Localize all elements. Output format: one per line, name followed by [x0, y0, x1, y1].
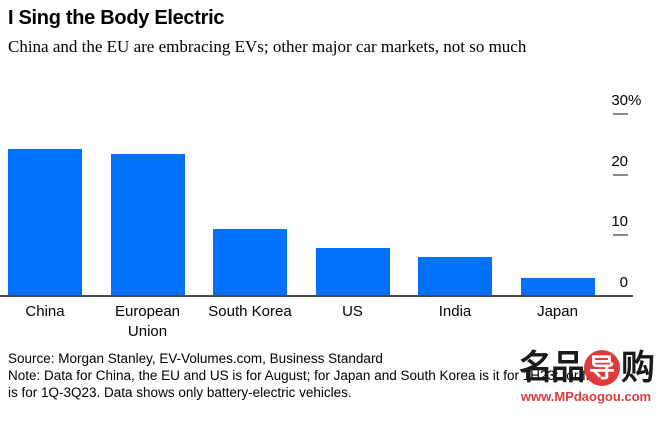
watermark-logo-circle: 导 [584, 350, 620, 386]
y-tick-label: 20 [611, 152, 628, 170]
bar-china [8, 149, 82, 296]
plot-area [8, 95, 596, 296]
watermark-url: www.MPdaogou.com [520, 389, 652, 404]
note-line-1: Note: Data for China, the EU and US is f… [8, 368, 612, 384]
source-line: Source: Morgan Stanley, EV-Volumes.com, … [8, 351, 383, 366]
bar-european-union [110, 153, 185, 296]
bar-india [418, 256, 492, 296]
watermark-logo-chars-left: 名品 [519, 349, 585, 387]
bar-japan [520, 278, 595, 296]
y-tick-label: 30% [611, 92, 642, 110]
note-line-2: is for 1Q-3Q23. Data shows only battery-… [8, 385, 352, 401]
x-label-us: US [342, 303, 363, 320]
x-label-india: India [438, 303, 472, 320]
watermark-logo-chars-right: 购 [621, 349, 655, 387]
chart-title: I Sing the Body Electric [8, 7, 225, 29]
y-tick-mark [613, 113, 628, 116]
bar-us [315, 247, 390, 296]
x-label-south-korea: South Korea [208, 303, 292, 320]
watermark: 名品 导 购 www.MPdaogou.com [512, 348, 660, 404]
watermark-logo: 名品 导 购 [512, 348, 660, 388]
x-label-japan: Japan [537, 303, 578, 320]
y-tick-mark [613, 173, 628, 176]
footer-notes: Source: Morgan Stanley, EV-Volumes.com, … [8, 350, 611, 402]
chart-subtitle: China and the EU are embracing EVs; othe… [8, 37, 527, 56]
y-tick-mark [613, 234, 628, 237]
bar-south-korea [213, 229, 287, 296]
x-label-european-union: European Union [114, 303, 181, 340]
x-axis-baseline [0, 295, 633, 297]
y-tick-label: 10 [611, 213, 628, 231]
y-tick-label: 0 [619, 274, 628, 291]
x-label-china: China [25, 303, 65, 320]
bar-chart: 30% 20 10 0 China European Union South Korea U… [0, 92, 642, 340]
